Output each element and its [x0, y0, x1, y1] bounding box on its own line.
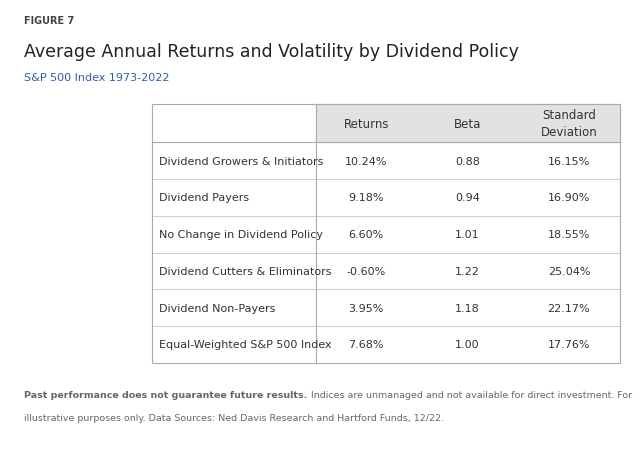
Text: 1.22: 1.22 — [455, 267, 480, 276]
Text: Standard
Deviation: Standard Deviation — [541, 109, 597, 139]
Text: 17.76%: 17.76% — [548, 340, 590, 350]
Text: 3.95%: 3.95% — [349, 303, 384, 313]
Text: Beta: Beta — [454, 117, 481, 130]
Text: 6.60%: 6.60% — [349, 230, 384, 239]
Text: 10.24%: 10.24% — [345, 156, 388, 166]
Text: -0.60%: -0.60% — [347, 267, 386, 276]
Text: Dividend Cutters & Eliminators: Dividend Cutters & Eliminators — [159, 267, 332, 276]
Text: 18.55%: 18.55% — [548, 230, 590, 239]
Text: FIGURE 7: FIGURE 7 — [24, 16, 75, 26]
Text: 1.18: 1.18 — [455, 303, 480, 313]
Text: 0.94: 0.94 — [455, 193, 480, 203]
Text: 22.17%: 22.17% — [548, 303, 590, 313]
Text: 1.01: 1.01 — [455, 230, 480, 239]
Text: Dividend Payers: Dividend Payers — [159, 193, 249, 203]
Text: illustrative purposes only. Data Sources: Ned Davis Research and Hartford Funds,: illustrative purposes only. Data Sources… — [24, 413, 444, 422]
Text: Average Annual Returns and Volatility by Dividend Policy: Average Annual Returns and Volatility by… — [24, 43, 519, 61]
Text: Indices are unmanaged and not available for direct investment. For: Indices are unmanaged and not available … — [308, 390, 632, 399]
Text: Equal-Weighted S&P 500 Index: Equal-Weighted S&P 500 Index — [159, 340, 332, 350]
Text: Dividend Growers & Initiators: Dividend Growers & Initiators — [159, 156, 323, 166]
Text: No Change in Dividend Policy: No Change in Dividend Policy — [159, 230, 323, 239]
Text: 0.88: 0.88 — [455, 156, 480, 166]
Text: Dividend Non-Payers: Dividend Non-Payers — [159, 303, 275, 313]
Text: 7.68%: 7.68% — [349, 340, 384, 350]
Text: 25.04%: 25.04% — [548, 267, 590, 276]
Text: 1.00: 1.00 — [455, 340, 480, 350]
Text: 16.15%: 16.15% — [548, 156, 590, 166]
Text: Past performance does not guarantee future results.: Past performance does not guarantee futu… — [24, 390, 308, 399]
Text: 16.90%: 16.90% — [548, 193, 590, 203]
Text: Returns: Returns — [344, 117, 389, 130]
Text: S&P 500 Index 1973-2022: S&P 500 Index 1973-2022 — [24, 73, 170, 83]
Text: 9.18%: 9.18% — [349, 193, 384, 203]
